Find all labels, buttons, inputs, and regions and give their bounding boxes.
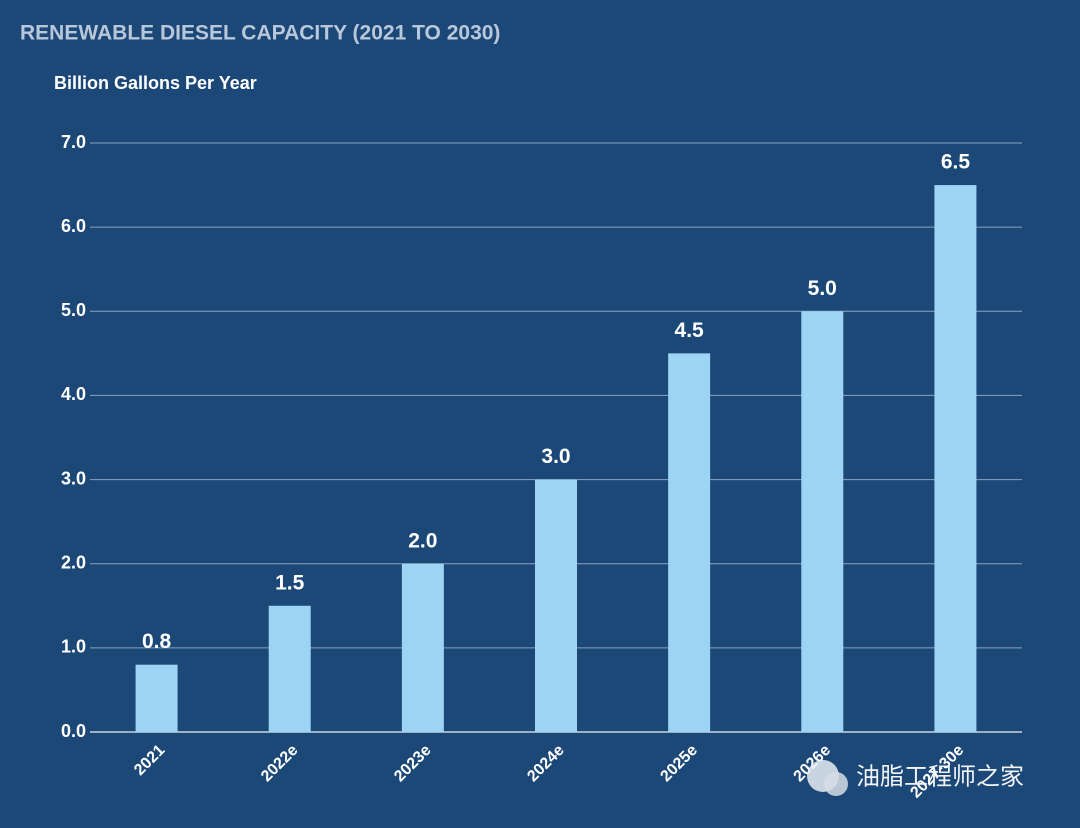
y-tick-label: 4.0: [61, 384, 86, 404]
y-tick-label: 5.0: [61, 300, 86, 320]
bar: [268, 605, 311, 732]
watermark-icon: [807, 760, 848, 796]
y-tick-label: 6.0: [61, 216, 86, 236]
watermark: 油脂工程师之家: [856, 763, 1024, 790]
value-label: 4.5: [675, 319, 705, 342]
value-label: 2.0: [408, 529, 437, 552]
bar: [668, 353, 711, 732]
value-label: 6.5: [941, 151, 971, 174]
bar: [535, 479, 577, 732]
chart-title: RENEWABLE DIESEL CAPACITY (2021 TO 2030): [20, 22, 500, 45]
value-label: 1.5: [275, 571, 305, 594]
value-label: 5.0: [808, 277, 837, 300]
y-axis-label: Billion Gallons Per Year: [54, 73, 257, 93]
bar: [934, 185, 977, 733]
value-label: 0.8: [142, 630, 172, 653]
y-tick-label: 0.0: [61, 721, 86, 741]
bar: [801, 311, 844, 732]
value-label: 3.0: [541, 445, 570, 468]
y-tick-label: 2.0: [61, 552, 86, 572]
bar: [401, 563, 444, 732]
y-tick-label: 3.0: [61, 468, 86, 488]
y-tick-label: 7.0: [61, 132, 86, 152]
y-tick-label: 1.0: [61, 637, 86, 657]
bar: [135, 664, 178, 732]
